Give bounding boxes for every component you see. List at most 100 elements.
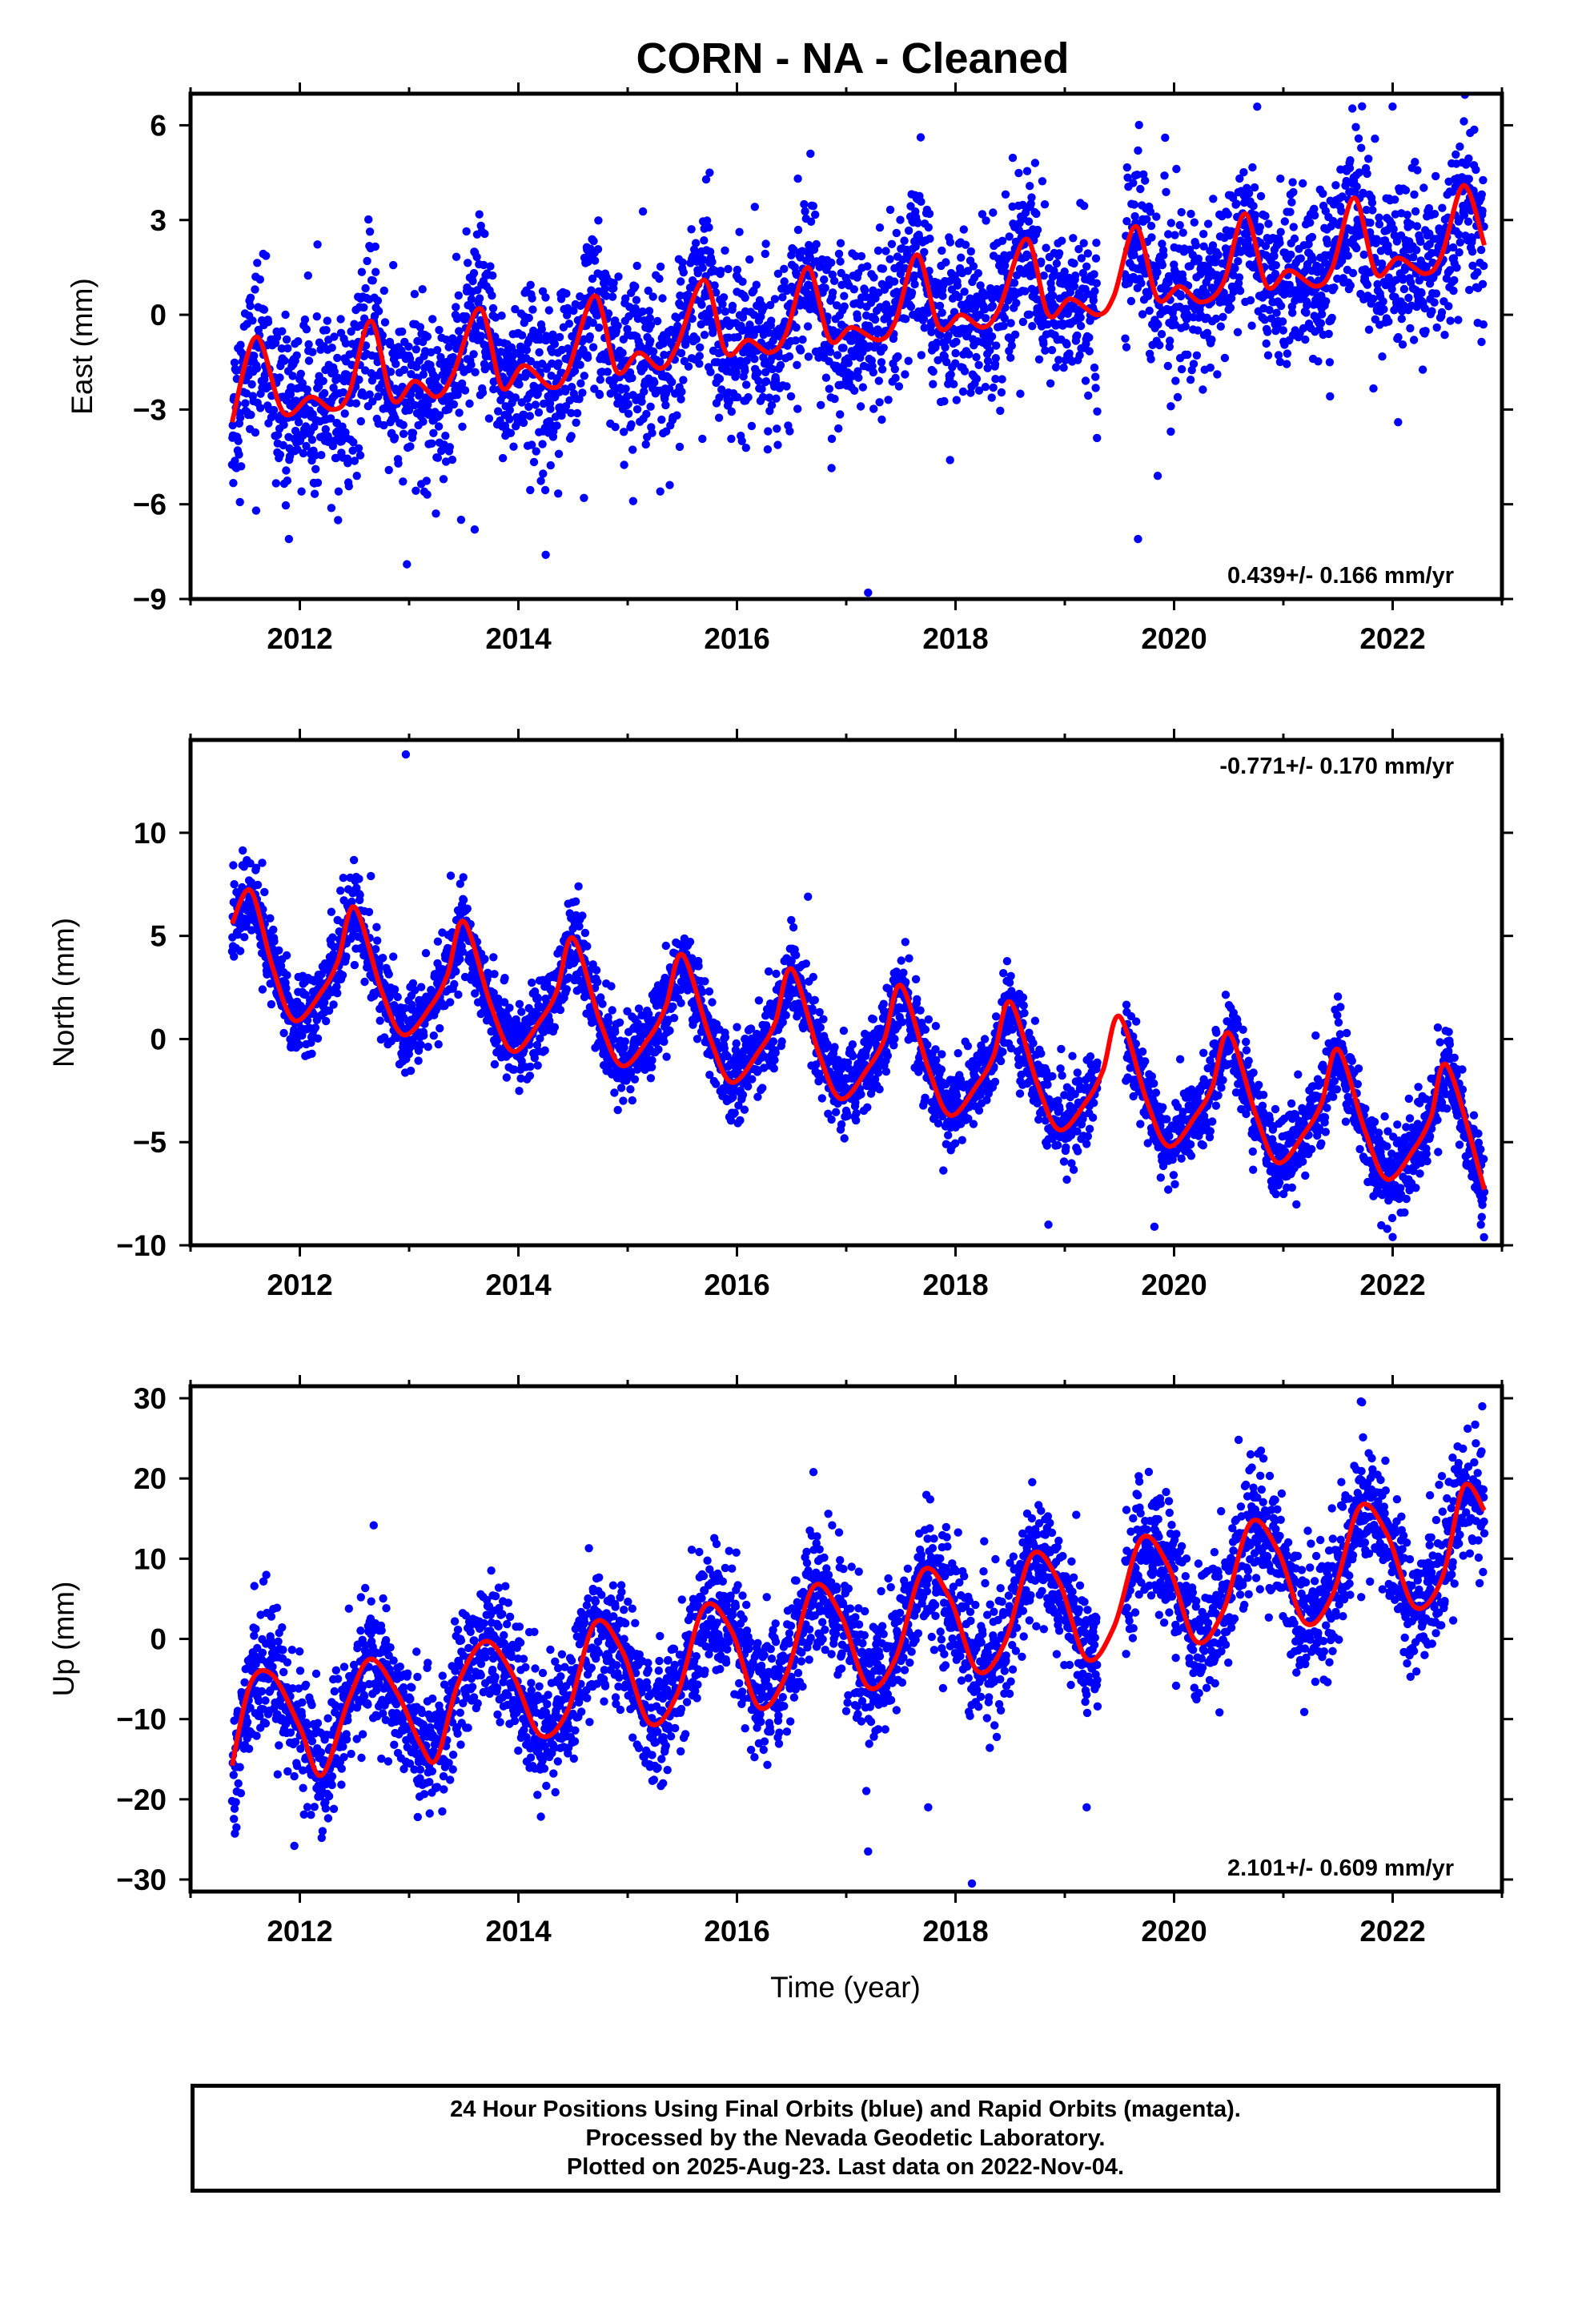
east-outlier-point — [251, 506, 261, 515]
north-data-point — [253, 880, 263, 890]
east-data-point — [684, 362, 693, 371]
east-data-point — [1437, 308, 1447, 317]
east-data-point — [293, 445, 302, 454]
east-data-point — [259, 305, 269, 314]
east-data-point — [476, 332, 486, 340]
east-data-point — [1146, 355, 1155, 364]
east-data-point — [1455, 230, 1464, 239]
east-data-point — [539, 469, 548, 478]
east-data-point — [1432, 323, 1441, 332]
east-data-point — [646, 336, 655, 345]
east-data-point — [1183, 350, 1192, 360]
east-data-point — [423, 332, 432, 341]
east-data-point — [1472, 165, 1480, 175]
east-data-point — [428, 315, 437, 324]
east-data-point — [1444, 302, 1453, 311]
east-data-point — [923, 308, 933, 317]
east-data-point — [1375, 213, 1383, 222]
east-data-point — [1392, 237, 1402, 246]
east-data-point — [228, 420, 237, 430]
east-data-point — [311, 464, 320, 473]
east-data-point — [1409, 336, 1419, 344]
east-data-point — [974, 386, 984, 395]
east-data-point — [1366, 219, 1375, 227]
north-data-point — [608, 1006, 616, 1015]
east-data-point — [303, 385, 311, 394]
east-data-point — [1203, 328, 1212, 337]
east-data-point — [541, 293, 550, 302]
east-data-point — [1234, 257, 1243, 266]
east-data-point — [368, 397, 377, 406]
north-data-point — [500, 974, 509, 983]
east-data-point — [427, 348, 436, 357]
east-data-point — [1371, 135, 1379, 143]
east-data-point — [313, 478, 323, 487]
east-data-point — [885, 205, 895, 215]
east-data-point — [1342, 176, 1351, 186]
east-data-point — [1026, 182, 1034, 191]
east-data-point — [836, 257, 845, 266]
east-data-point — [793, 404, 802, 413]
north-data-point — [328, 933, 337, 942]
east-data-point — [272, 333, 282, 342]
east-data-point — [489, 384, 498, 394]
east-data-point — [938, 308, 946, 317]
north-data-point — [463, 904, 472, 913]
east-data-point — [429, 428, 438, 437]
north-data-point — [333, 989, 342, 998]
east-data-point — [999, 321, 1008, 331]
east-data-point — [1010, 330, 1020, 339]
north-data-point — [580, 928, 590, 938]
east-data-point — [511, 393, 520, 402]
east-data-point — [696, 343, 705, 352]
east-data-point — [1216, 322, 1226, 331]
east-data-point — [1076, 313, 1085, 322]
east-data-point — [341, 339, 351, 348]
east-data-point — [719, 293, 729, 302]
east-data-point — [1206, 363, 1215, 372]
east-data-point — [1070, 271, 1080, 280]
east-data-point — [488, 291, 496, 300]
east-data-point — [1446, 316, 1455, 325]
east-data-point — [1319, 189, 1327, 198]
east-data-point — [1247, 321, 1256, 330]
east-data-point — [803, 322, 813, 331]
north-data-point — [342, 952, 351, 961]
east-data-point — [761, 368, 770, 376]
east-data-point — [878, 264, 888, 273]
north-data-point — [235, 947, 245, 955]
east-data-point — [352, 472, 361, 480]
east-data-point — [744, 392, 753, 402]
east-data-point — [1041, 346, 1050, 355]
east-data-point — [679, 376, 688, 384]
east-data-point — [932, 338, 942, 348]
east-data-point — [262, 251, 271, 260]
east-data-point — [644, 286, 652, 296]
east-data-point — [519, 418, 528, 428]
east-data-point — [618, 348, 627, 357]
east-data-point — [632, 296, 641, 304]
east-data-point — [745, 255, 754, 264]
east-data-point — [1413, 166, 1422, 175]
east-data-point — [1362, 205, 1371, 215]
east-data-point — [1450, 275, 1459, 285]
east-data-point — [700, 236, 709, 245]
east-data-point — [656, 357, 665, 366]
east-data-point — [1404, 293, 1413, 303]
east-data-point — [251, 285, 259, 294]
east-data-point — [488, 271, 497, 280]
east-data-point — [1394, 332, 1403, 342]
east-data-point — [1166, 402, 1175, 411]
east-data-point — [595, 390, 604, 400]
east-data-point — [773, 440, 782, 449]
east-data-point — [412, 486, 420, 495]
east-data-point — [1077, 254, 1086, 263]
east-data-point — [540, 485, 550, 495]
east-data-point — [638, 207, 648, 216]
east-data-point — [829, 276, 839, 285]
east-data-point — [363, 256, 371, 266]
north-data-point — [405, 1044, 414, 1053]
east-data-point — [996, 406, 1005, 416]
east-data-point — [1399, 284, 1409, 294]
east-data-point — [435, 325, 444, 335]
